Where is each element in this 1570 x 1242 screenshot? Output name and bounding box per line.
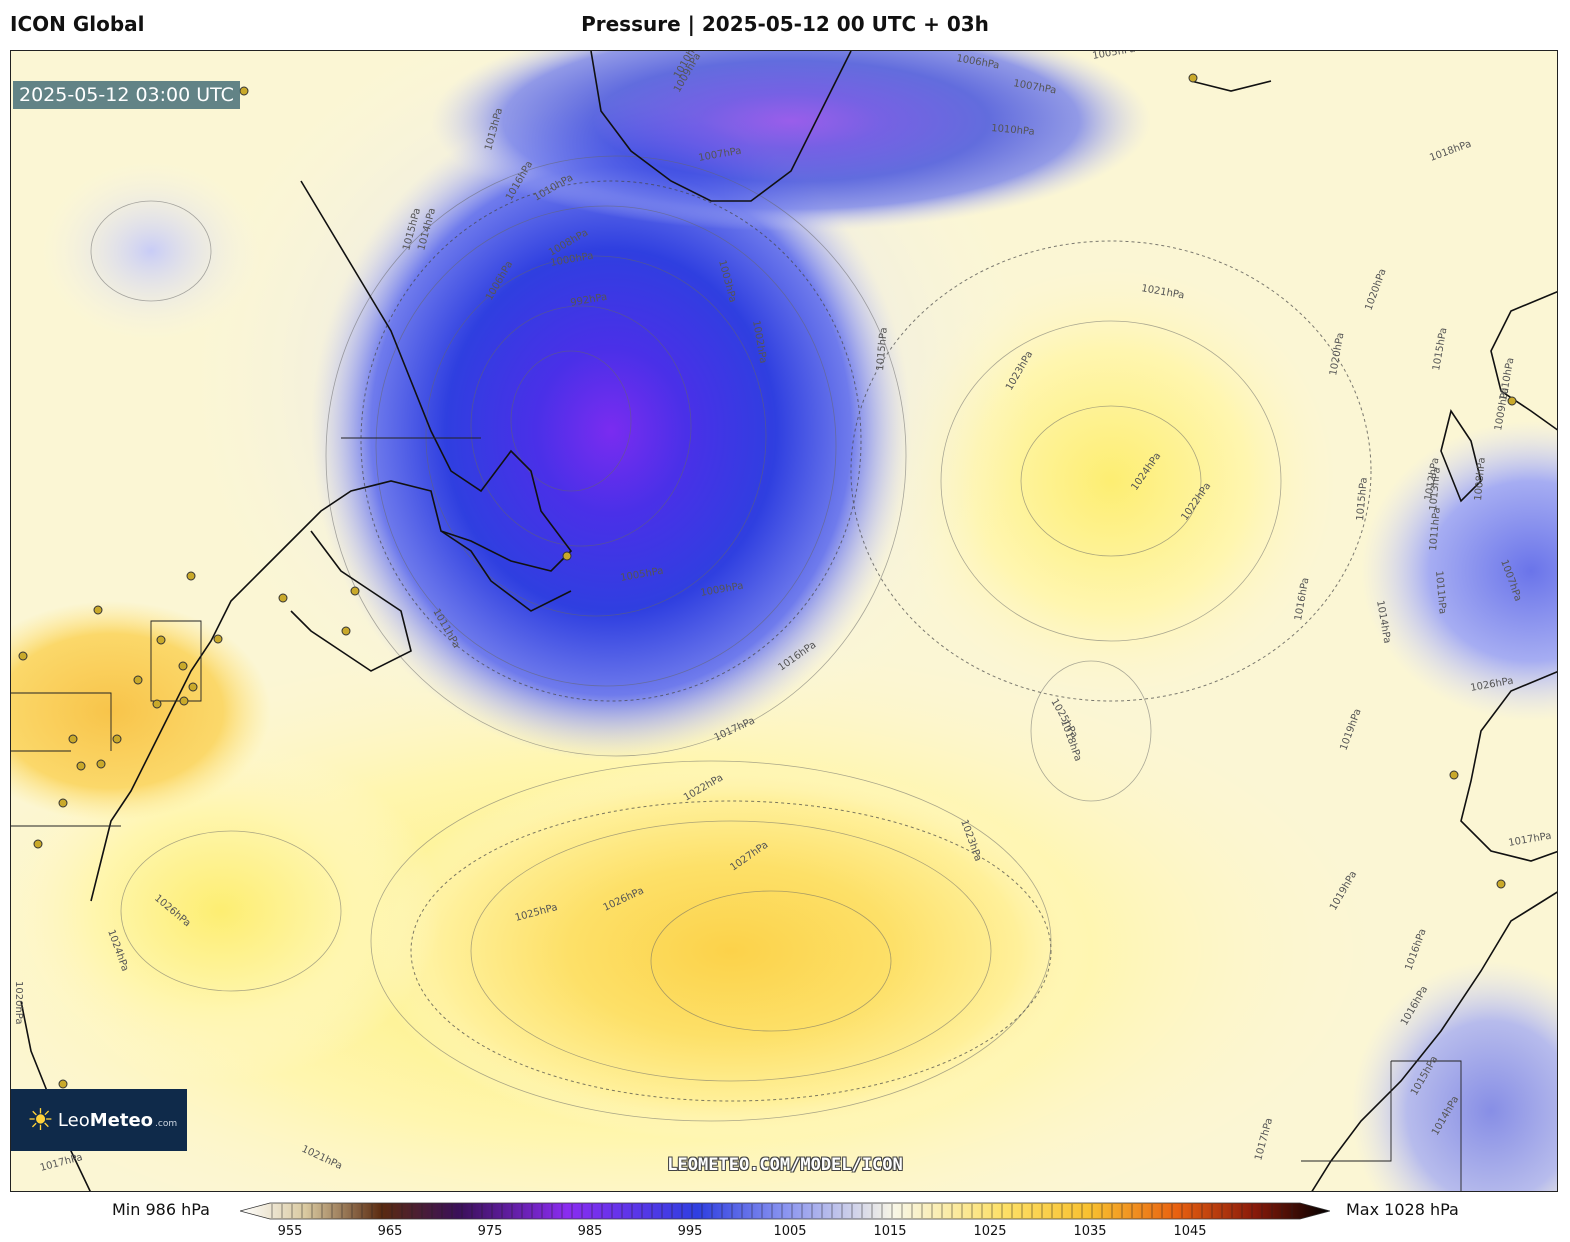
map-title: Pressure | 2025-05-12 00 UTC + 03h bbox=[581, 12, 989, 36]
greenland-low bbox=[431, 51, 1151, 231]
logo-text: LeoMeteo .com bbox=[57, 1109, 178, 1131]
pressure-colorbar bbox=[240, 1202, 1330, 1220]
central-high bbox=[371, 761, 1091, 1141]
iberia-low bbox=[1361, 421, 1557, 721]
isobar-label: 1015hPa bbox=[875, 327, 890, 371]
us-high bbox=[11, 601, 271, 821]
isobar-label: 1020hPa bbox=[13, 981, 24, 1025]
colorbar-tick-label: 1005 bbox=[773, 1224, 807, 1239]
colorbar-tick-label: 975 bbox=[477, 1224, 503, 1239]
leometeo-logo[interactable]: ☀ LeoMeteo .com bbox=[11, 1089, 187, 1151]
valid-time-label: 2025-05-12 03:00 UTC bbox=[13, 81, 240, 109]
colorbar-tick-label: 995 bbox=[677, 1224, 703, 1239]
sun-icon: ☀ bbox=[27, 1102, 54, 1138]
site-watermark: LEOMETEO.COM/MODEL/ICON bbox=[667, 1155, 903, 1175]
colorbar-tick-label: 1045 bbox=[1173, 1224, 1207, 1239]
isobar-label: 1010hPa bbox=[991, 123, 1035, 138]
isobar-dashed bbox=[360, 180, 1372, 1102]
deep-low bbox=[311, 101, 911, 761]
pressure-map[interactable]: 1010hPa 1009hPa 1006hPa 1005hPa 1007hPa 1010h… bbox=[10, 50, 1558, 1192]
city-markers bbox=[18, 73, 1517, 1089]
coastlines bbox=[20, 51, 1557, 1191]
isobar-label: 1015hPa bbox=[1355, 477, 1370, 521]
isobar-label: 1013hPa bbox=[1428, 467, 1443, 511]
legend-min-label: Min 986 hPa bbox=[112, 1200, 210, 1219]
isobar-label: 1011hPa bbox=[1428, 507, 1443, 551]
legend-max-label: Max 1028 hPa bbox=[1346, 1200, 1459, 1219]
isobar-label: 1011hPa bbox=[1433, 570, 1448, 614]
isobar-label: 1008hPa bbox=[1473, 457, 1488, 501]
africa-low bbox=[1351, 961, 1557, 1191]
colorbar-tick-label: 1015 bbox=[873, 1224, 907, 1239]
labrador-low bbox=[41, 161, 261, 341]
colorbar-tick-label: 1035 bbox=[1073, 1224, 1107, 1239]
colorbar-tick-label: 955 bbox=[277, 1224, 303, 1239]
isobar-label: 1005hPa bbox=[1092, 51, 1137, 62]
model-name: ICON Global bbox=[10, 12, 145, 36]
colorbar-tick-label: 965 bbox=[377, 1224, 403, 1239]
colorbar-tick-label: 985 bbox=[577, 1224, 603, 1239]
colorbar-tick-label: 1025 bbox=[973, 1224, 1007, 1239]
borders bbox=[11, 437, 1462, 1191]
isobar-lines bbox=[90, 155, 1282, 1122]
